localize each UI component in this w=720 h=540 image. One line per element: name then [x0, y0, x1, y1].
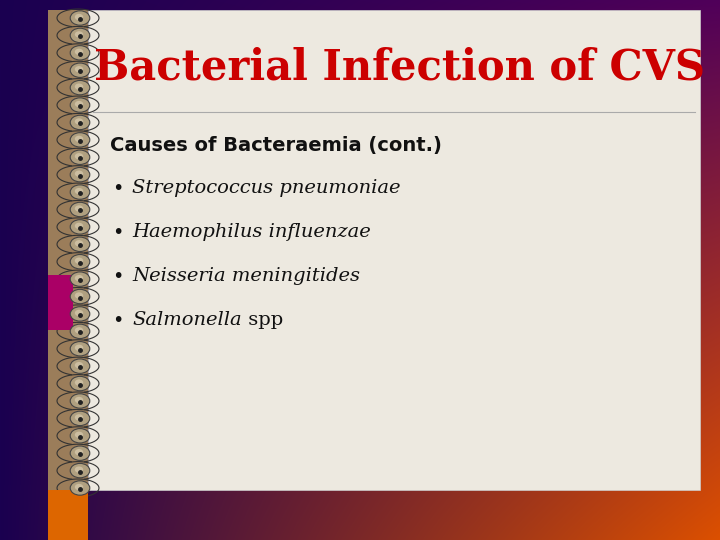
Ellipse shape	[75, 205, 84, 212]
Ellipse shape	[75, 14, 84, 20]
Ellipse shape	[70, 359, 90, 373]
Ellipse shape	[75, 222, 84, 229]
Text: Salmonella: Salmonella	[132, 311, 242, 329]
Ellipse shape	[70, 324, 90, 339]
Ellipse shape	[75, 84, 84, 90]
Ellipse shape	[70, 272, 90, 286]
Bar	[48, 490, 88, 540]
Ellipse shape	[70, 394, 90, 408]
Text: •: •	[112, 222, 124, 241]
Ellipse shape	[75, 431, 84, 438]
Ellipse shape	[75, 153, 84, 159]
Ellipse shape	[75, 101, 84, 107]
Ellipse shape	[75, 66, 84, 72]
Ellipse shape	[70, 307, 90, 321]
Bar	[88, 10, 700, 490]
Ellipse shape	[75, 467, 84, 472]
Ellipse shape	[75, 449, 84, 455]
Ellipse shape	[70, 133, 90, 147]
Text: Haemophilus influenzae: Haemophilus influenzae	[132, 223, 371, 241]
Ellipse shape	[70, 98, 90, 112]
Ellipse shape	[70, 185, 90, 199]
Ellipse shape	[70, 341, 90, 356]
Ellipse shape	[75, 327, 84, 334]
Ellipse shape	[70, 220, 90, 234]
Ellipse shape	[75, 310, 84, 316]
Ellipse shape	[75, 118, 84, 125]
Ellipse shape	[75, 240, 84, 246]
Text: Neisseria meningitides: Neisseria meningitides	[132, 267, 360, 285]
Ellipse shape	[75, 188, 84, 194]
Ellipse shape	[75, 484, 84, 490]
Ellipse shape	[70, 80, 90, 95]
Ellipse shape	[70, 411, 90, 426]
Text: •: •	[112, 179, 124, 198]
Ellipse shape	[70, 150, 90, 165]
Ellipse shape	[75, 31, 84, 38]
Ellipse shape	[70, 481, 90, 495]
Text: Bacterial Infection of CVS: Bacterial Infection of CVS	[94, 47, 706, 89]
Text: •: •	[112, 267, 124, 286]
Ellipse shape	[70, 11, 90, 25]
Ellipse shape	[75, 258, 84, 264]
Ellipse shape	[75, 275, 84, 281]
Ellipse shape	[70, 237, 90, 252]
Ellipse shape	[70, 28, 90, 43]
Ellipse shape	[75, 380, 84, 386]
Ellipse shape	[75, 362, 84, 368]
Ellipse shape	[75, 136, 84, 142]
Text: •: •	[112, 310, 124, 329]
Text: Streptococcus pneumoniae: Streptococcus pneumoniae	[132, 179, 400, 197]
Ellipse shape	[70, 254, 90, 269]
Ellipse shape	[70, 446, 90, 461]
Ellipse shape	[75, 397, 84, 403]
Ellipse shape	[70, 376, 90, 391]
Ellipse shape	[75, 345, 84, 351]
Ellipse shape	[75, 171, 84, 177]
Ellipse shape	[70, 202, 90, 217]
Ellipse shape	[70, 289, 90, 303]
Ellipse shape	[70, 429, 90, 443]
Ellipse shape	[70, 45, 90, 60]
Bar	[48, 10, 88, 490]
Ellipse shape	[70, 167, 90, 182]
Ellipse shape	[70, 115, 90, 130]
Ellipse shape	[70, 63, 90, 77]
Ellipse shape	[70, 463, 90, 478]
Text: spp: spp	[242, 311, 283, 329]
Ellipse shape	[75, 414, 84, 421]
Bar	[48, 275, 73, 330]
Ellipse shape	[75, 49, 84, 55]
Text: Causes of Bacteraemia (cont.): Causes of Bacteraemia (cont.)	[110, 136, 442, 154]
Ellipse shape	[75, 292, 84, 299]
